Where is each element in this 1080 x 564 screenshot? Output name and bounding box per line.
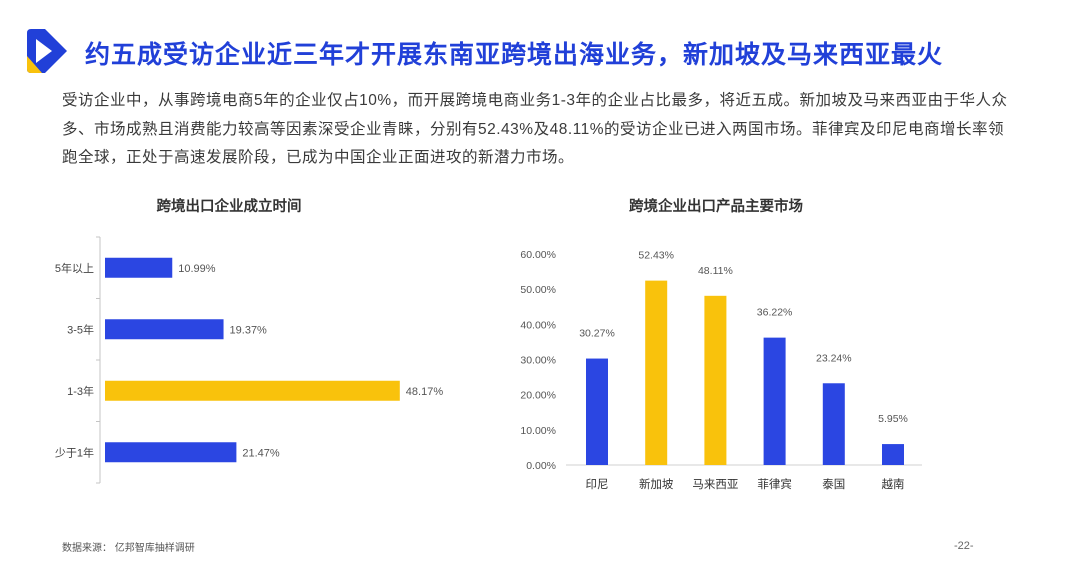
- market-bar: [822, 383, 845, 465]
- logo-inner-triangle: [36, 39, 52, 63]
- market-y-tick-label: 10.00%: [520, 425, 556, 437]
- establishment-bar: [105, 319, 224, 340]
- market-value-label: 48.11%: [698, 265, 733, 277]
- establishment-value-label: 10.99%: [178, 263, 216, 275]
- market-category-label: 印尼: [586, 478, 609, 491]
- establishment-category-label: 1-3年: [67, 384, 94, 398]
- data-source-note: 数据来源： 亿邦智库抽样调研: [62, 543, 195, 554]
- market-category-label: 越南: [882, 477, 905, 491]
- intro-line: 跑全球，正处于高速发展阶段，已成为中国企业正面进攻的新潜力市场。: [62, 149, 575, 166]
- establishment-value-label: 19.37%: [230, 324, 268, 336]
- brand-logo-icon: [27, 29, 67, 73]
- intro-line: 受访企业中，从事跨境电商5年的企业仅占10%，而开展跨境电商业务1-3年的企业占…: [62, 92, 1008, 109]
- market-value-label: 5.95%: [878, 413, 908, 425]
- market-bar-chart: 0.00% 10.00% 20.00% 30.00% 40.00% 50.00% 60.00…: [520, 249, 922, 491]
- market-category-label: 泰国: [822, 477, 845, 491]
- market-value-label: 52.43%: [638, 250, 674, 262]
- establishment-category-label: 少于1年: [55, 445, 94, 459]
- market-category-label: 马来西亚: [692, 478, 738, 491]
- establishment-chart-title: 跨境出口企业成立时间: [156, 199, 302, 215]
- slide-title: 约五成受访企业近三年才开展东南亚跨境出海业务，新加坡及马来西亚最火: [85, 41, 944, 69]
- market-bar: [645, 280, 668, 465]
- market-bar: [763, 337, 786, 465]
- establishment-value-label: 48.17%: [406, 386, 444, 398]
- market-bar: [704, 295, 727, 465]
- market-y-tick-label: 20.00%: [520, 390, 556, 402]
- establishment-category-label: 5年以上: [55, 261, 94, 275]
- market-bar: [882, 444, 904, 465]
- establishment-bar-chart: 5年以上 10.99% 3-5年 19.37% 1-3年 48.17% 少于1年 21.47%: [55, 236, 444, 484]
- establishment-category-label: 3-5年: [67, 322, 94, 336]
- market-value-label: 30.27%: [579, 328, 615, 340]
- market-value-label: 36.22%: [757, 307, 793, 319]
- market-value-label: 23.24%: [816, 352, 852, 364]
- market-y-tick-label: 30.00%: [520, 355, 556, 367]
- market-y-tick-label: 0.00%: [526, 460, 556, 472]
- market-bar: [586, 358, 608, 465]
- establishment-bar: [105, 257, 173, 278]
- market-chart-title: 跨境企业出口产品主要市场: [629, 199, 803, 215]
- market-category-label: 新加坡: [639, 477, 674, 491]
- page-number: -22-: [954, 540, 974, 552]
- market-category-label: 菲律宾: [757, 477, 792, 491]
- intro-paragraph: 受访企业中，从事跨境电商5年的企业仅占10%，而开展跨境电商业务1-3年的企业占…: [62, 87, 1052, 173]
- market-y-tick-label: 60.00%: [520, 249, 556, 261]
- establishment-value-label: 21.47%: [242, 447, 280, 459]
- logo-yellow-triangle: [27, 56, 42, 73]
- market-y-tick-label: 40.00%: [520, 319, 556, 331]
- establishment-bar: [105, 380, 400, 401]
- establishment-bar: [105, 442, 237, 463]
- market-y-tick-label: 50.00%: [520, 284, 556, 296]
- intro-line: 多、市场成熟且消费能力较高等因素深受企业青睐，分别有52.43%及48.11%的…: [62, 120, 1004, 138]
